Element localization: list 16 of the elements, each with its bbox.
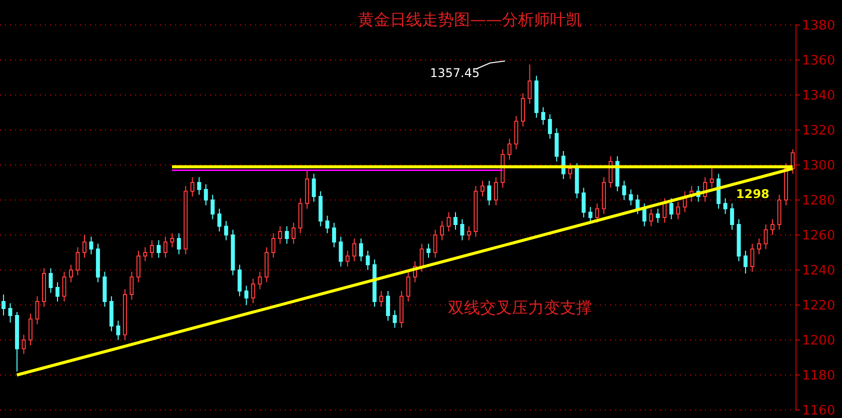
- annotation: 1298: [736, 187, 770, 201]
- y-tick-label: 1200: [802, 334, 836, 349]
- y-tick-label: 1320: [802, 124, 836, 139]
- annotation: 1357.45: [430, 66, 480, 80]
- y-tick-label: 1300: [802, 158, 836, 174]
- y-tick-label: 1360: [802, 54, 836, 69]
- y-tick-label: 1260: [802, 228, 836, 244]
- y-tick-label: 1160: [802, 404, 836, 418]
- y-tick-label: 1380: [802, 18, 836, 34]
- y-tick-label: 1180: [802, 368, 836, 384]
- y-tick-label: 1280: [802, 194, 836, 209]
- y-tick-label: 1340: [802, 88, 836, 104]
- chart-title: 黄金日线走势图——分析师叶凯: [357, 10, 583, 31]
- y-tick-label: 1240: [802, 264, 836, 279]
- y-tick-label: 1220: [802, 298, 836, 314]
- annotation: 双线交叉压力变支撑: [448, 298, 592, 319]
